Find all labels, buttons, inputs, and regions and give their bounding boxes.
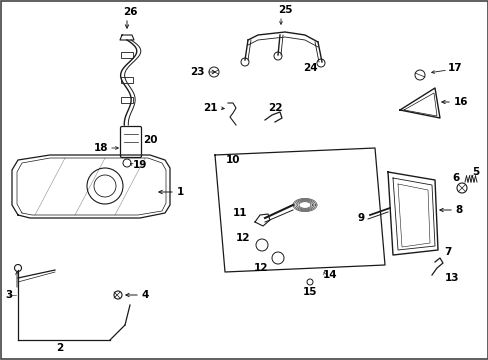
Bar: [121, 52, 133, 58]
Text: 15: 15: [302, 287, 317, 297]
Bar: [121, 97, 133, 103]
Text: 13: 13: [444, 273, 459, 283]
Text: 17: 17: [447, 63, 462, 73]
Text: 6: 6: [451, 173, 459, 183]
Bar: [121, 77, 133, 83]
Text: 9: 9: [357, 213, 364, 223]
Text: 12: 12: [235, 233, 249, 243]
Text: 25: 25: [277, 5, 292, 15]
Text: 18: 18: [93, 143, 108, 153]
Text: 26: 26: [122, 7, 137, 17]
Text: 24: 24: [302, 63, 317, 73]
Text: 21: 21: [203, 103, 218, 113]
Text: 7: 7: [443, 247, 450, 257]
Text: 20: 20: [142, 135, 157, 145]
Text: 16: 16: [453, 97, 468, 107]
Text: 23: 23: [190, 67, 204, 77]
Text: 12: 12: [253, 263, 267, 273]
Text: 14: 14: [322, 270, 337, 280]
Text: 4: 4: [142, 290, 149, 300]
Text: 5: 5: [471, 167, 478, 177]
FancyBboxPatch shape: [120, 126, 141, 158]
Text: 8: 8: [454, 205, 461, 215]
Text: 11: 11: [232, 208, 246, 218]
Text: 22: 22: [267, 103, 282, 113]
Text: 19: 19: [133, 160, 147, 170]
Text: 2: 2: [56, 343, 63, 353]
Text: 1: 1: [177, 187, 184, 197]
Text: 3: 3: [5, 290, 13, 300]
Text: 10: 10: [225, 155, 240, 165]
